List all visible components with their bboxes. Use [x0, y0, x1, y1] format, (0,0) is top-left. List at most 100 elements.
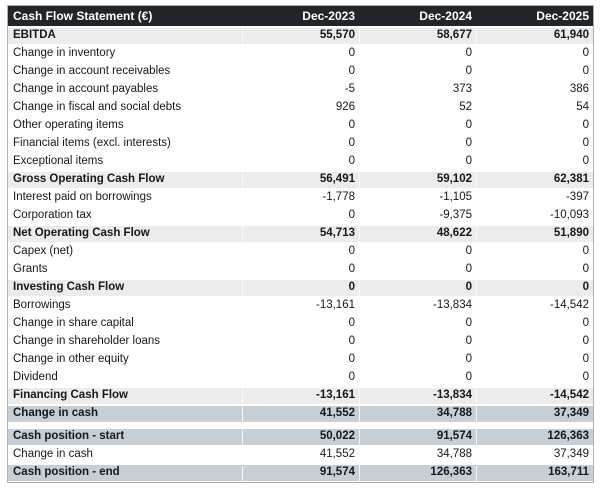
row-label: Grants: [8, 261, 242, 279]
table-row: Net Operating Cash Flow 54,713 48,622 51,89…: [8, 225, 593, 243]
cell-value: 0: [476, 333, 593, 351]
column-header-dec-2024: Dec-2024: [359, 6, 476, 27]
table-row: Financing Cash Flow -13,161 -13,834 -14,542: [8, 387, 593, 405]
cell-value: 0: [242, 45, 359, 63]
cell-value: 126,363: [476, 428, 593, 446]
table-row: Exceptional items 0 0 0: [8, 153, 593, 171]
spacer-row: [8, 423, 593, 428]
cell-value: 373: [359, 81, 476, 99]
cell-value: 61,940: [476, 27, 593, 45]
cell-value: 48,622: [359, 225, 476, 243]
row-label: Other operating items: [8, 117, 242, 135]
cell-value: 0: [476, 45, 593, 63]
cell-value: 0: [359, 135, 476, 153]
cell-value: 54,713: [242, 225, 359, 243]
table-row: Change in shareholder loans 0 0 0: [8, 333, 593, 351]
cell-value: 0: [476, 315, 593, 333]
row-label: Change in inventory: [8, 45, 242, 63]
cell-value: -13,161: [242, 387, 359, 405]
cell-value: 0: [242, 369, 359, 387]
row-label: Capex (net): [8, 243, 242, 261]
cell-value: -9,375: [359, 207, 476, 225]
row-label: Exceptional items: [8, 153, 242, 171]
cell-value: 0: [242, 315, 359, 333]
table-row: Cash position - end 91,574 126,363 163,711: [8, 464, 593, 482]
cell-value: -5: [242, 81, 359, 99]
cell-value: 0: [242, 63, 359, 81]
cell-value: 37,349: [476, 405, 593, 423]
cell-value: 0: [242, 351, 359, 369]
row-label: Borrowings: [8, 297, 242, 315]
cell-value: 56,491: [242, 171, 359, 189]
column-header-dec-2023: Dec-2023: [242, 6, 359, 27]
cell-value: -1,105: [359, 189, 476, 207]
cell-value: 0: [359, 117, 476, 135]
cell-value: 37,349: [476, 446, 593, 464]
cell-value: 0: [476, 369, 593, 387]
row-label: Change in account payables: [8, 81, 242, 99]
row-label: Change in other equity: [8, 351, 242, 369]
cell-value: 41,552: [242, 446, 359, 464]
cell-value: 0: [242, 333, 359, 351]
cell-value: 54: [476, 99, 593, 117]
cell-value: 386: [476, 81, 593, 99]
spacer-cell: [8, 423, 593, 428]
cash-flow-table: Cash Flow Statement (€) Dec-2023 Dec-202…: [8, 6, 593, 482]
table-row: Investing Cash Flow 0 0 0: [8, 279, 593, 297]
cell-value: -1,778: [242, 189, 359, 207]
cash-flow-statement-table: Cash Flow Statement (€) Dec-2023 Dec-202…: [7, 5, 594, 483]
cell-value: 0: [359, 63, 476, 81]
cell-value: 50,022: [242, 428, 359, 446]
row-label: Investing Cash Flow: [8, 279, 242, 297]
cell-value: 34,788: [359, 405, 476, 423]
cell-value: 0: [476, 117, 593, 135]
table-row: Change in cash 41,552 34,788 37,349: [8, 405, 593, 423]
cell-value: 55,570: [242, 27, 359, 45]
row-label: Financing Cash Flow: [8, 387, 242, 405]
cell-value: 0: [476, 243, 593, 261]
cell-value: 0: [359, 153, 476, 171]
cell-value: -13,161: [242, 297, 359, 315]
cell-value: 0: [476, 351, 593, 369]
table-row: Gross Operating Cash Flow 56,491 59,102 62,…: [8, 171, 593, 189]
cell-value: 41,552: [242, 405, 359, 423]
row-label: Change in account receivables: [8, 63, 242, 81]
cell-value: 163,711: [476, 464, 593, 482]
row-label: Dividend: [8, 369, 242, 387]
table-row: Other operating items 0 0 0: [8, 117, 593, 135]
table-row: Change in share capital 0 0 0: [8, 315, 593, 333]
table-row: Dividend 0 0 0: [8, 369, 593, 387]
cell-value: -14,542: [476, 387, 593, 405]
cell-value: 0: [242, 153, 359, 171]
cell-value: 91,574: [359, 428, 476, 446]
cell-value: 91,574: [242, 464, 359, 482]
cell-value: 0: [242, 279, 359, 297]
table-row: Change in fiscal and social debts 926 52 54: [8, 99, 593, 117]
table-row: Borrowings -13,161 -13,834 -14,542: [8, 297, 593, 315]
cell-value: 0: [242, 261, 359, 279]
cell-value: 0: [359, 45, 476, 63]
row-label: Interest paid on borrowings: [8, 189, 242, 207]
table-row: Cash position - start 50,022 91,574 126,363: [8, 428, 593, 446]
cell-value: 0: [359, 243, 476, 261]
table-row: Change in cash 41,552 34,788 37,349: [8, 446, 593, 464]
row-label: Cash position - start: [8, 428, 242, 446]
row-label: Financial items (excl. interests): [8, 135, 242, 153]
row-label: Change in cash: [8, 446, 242, 464]
cell-value: 0: [359, 315, 476, 333]
cell-value: 59,102: [359, 171, 476, 189]
table-row: Financial items (excl. interests) 0 0 0: [8, 135, 593, 153]
cell-value: 51,890: [476, 225, 593, 243]
cell-value: -13,834: [359, 387, 476, 405]
column-header-dec-2025: Dec-2025: [476, 6, 593, 27]
table-header-row: Cash Flow Statement (€) Dec-2023 Dec-202…: [8, 6, 593, 27]
cell-value: 0: [476, 261, 593, 279]
cell-value: -13,834: [359, 297, 476, 315]
row-label: EBITDA: [8, 27, 242, 45]
table-row: Change in account payables -5 373 386: [8, 81, 593, 99]
row-label: Gross Operating Cash Flow: [8, 171, 242, 189]
table-row: Change in inventory 0 0 0: [8, 45, 593, 63]
row-label: Change in shareholder loans: [8, 333, 242, 351]
table-row: Interest paid on borrowings -1,778 -1,105-…: [8, 189, 593, 207]
cell-value: 0: [359, 279, 476, 297]
